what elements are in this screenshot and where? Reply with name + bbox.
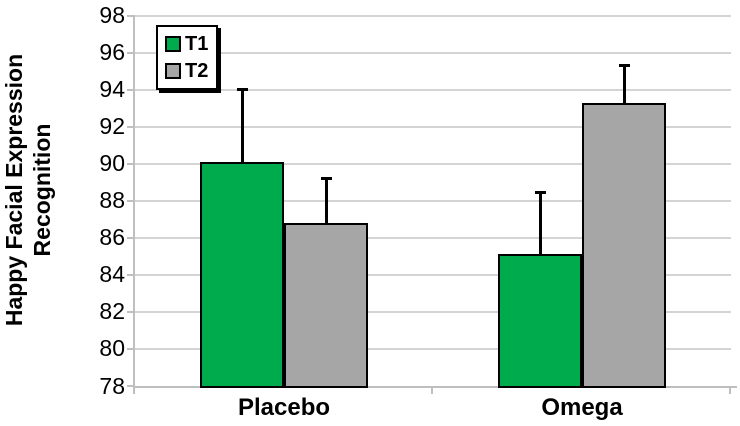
error-bar-cap xyxy=(236,87,248,91)
error-bar-cap xyxy=(534,191,546,195)
gridline xyxy=(135,347,731,350)
y-tick-label: 88 xyxy=(99,187,125,214)
y-tick-label: 90 xyxy=(99,150,125,177)
x-tick-mark xyxy=(729,386,731,394)
bar-t2-placebo xyxy=(284,222,368,388)
y-tick-mark xyxy=(127,14,135,17)
y-tick-label: 98 xyxy=(99,2,125,28)
legend-label: T2 xyxy=(185,60,209,82)
legend-item-t2: T2 xyxy=(165,59,208,83)
gridline xyxy=(135,125,731,128)
y-tick-mark xyxy=(127,310,135,313)
legend-label: T1 xyxy=(185,33,209,55)
y-tick-mark xyxy=(127,125,135,128)
y-tick-label: 96 xyxy=(99,39,125,66)
gridline xyxy=(135,273,731,276)
y-tick-mark xyxy=(127,88,135,91)
error-bar xyxy=(538,191,542,255)
y-tick-mark xyxy=(127,273,135,276)
error-bar xyxy=(324,176,328,223)
y-axis-line xyxy=(133,15,135,388)
y-tick-mark xyxy=(127,385,135,387)
bar-t2-omega xyxy=(582,102,666,388)
x-tick-mark xyxy=(133,386,135,394)
error-bar xyxy=(622,63,626,103)
y-tick-label: 92 xyxy=(99,113,125,140)
error-bar-cap xyxy=(320,176,332,180)
x-category-label: Placebo xyxy=(237,394,331,421)
y-tick-label: 82 xyxy=(99,298,125,325)
gridline xyxy=(135,236,731,239)
y-tick-mark xyxy=(127,162,135,165)
bar-t1-omega xyxy=(498,254,582,388)
gridline xyxy=(135,162,731,165)
gridline xyxy=(135,310,731,313)
x-axis-line xyxy=(133,386,737,388)
legend-swatch-t1 xyxy=(165,36,181,52)
legend: T1 T2 xyxy=(156,25,219,90)
error-bar xyxy=(240,87,244,162)
y-tick-label: 80 xyxy=(99,335,125,362)
gridline xyxy=(135,51,731,54)
x-category-label: Omega xyxy=(541,394,623,421)
y-tick-label: 78 xyxy=(99,372,125,399)
error-bar-cap xyxy=(618,63,630,67)
y-tick-label: 94 xyxy=(99,76,125,103)
bar-t1-placebo xyxy=(200,161,284,388)
y-tick-label: 86 xyxy=(99,224,125,251)
gridline xyxy=(135,14,731,17)
x-tick-mark xyxy=(431,386,433,394)
y-axis-title: Happy Facial Expression Recognition xyxy=(1,53,55,327)
y-tick-mark xyxy=(127,347,135,350)
gridline xyxy=(135,88,731,91)
legend-item-t1: T1 xyxy=(165,32,208,56)
legend-swatch-t2 xyxy=(165,63,181,79)
y-tick-mark xyxy=(127,236,135,239)
gridline xyxy=(135,199,731,202)
y-tick-mark xyxy=(127,199,135,202)
y-tick-label: 84 xyxy=(99,261,125,288)
y-tick-mark xyxy=(127,51,135,54)
